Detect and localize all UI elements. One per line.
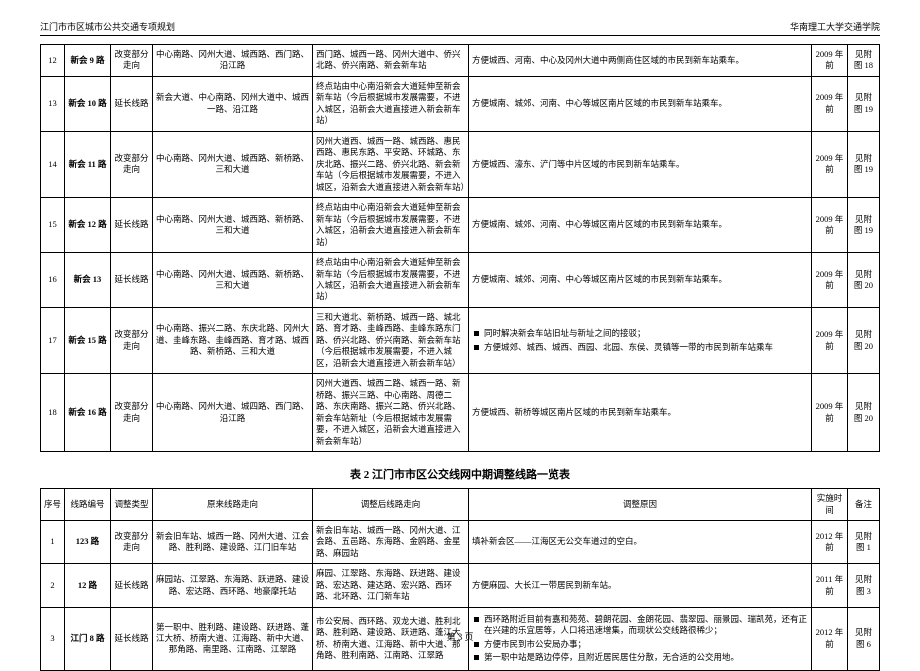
table-row: 15新会 12 路延长线路中心南路、冈州大道、城西路、新桥路、三和大道终点站由中… (41, 198, 880, 253)
table-2-col-header: 序号 (41, 489, 65, 521)
table-row: 13新会 10 路延长线路新会大道、中心南路、冈州大道中、城西一路、沿江路终点站… (41, 76, 880, 131)
table-row: 12新会 9 路改变部分走向中心南路、冈州大道、城西路、西门路、沿江路西门路、城… (41, 45, 880, 77)
table-2-title: 表 2 江门市市区公交线网中期调整线路一览表 (40, 466, 880, 482)
table-2-col-header: 线路编号 (65, 489, 111, 521)
table-row: 16新会 13延长线路中心南路、冈州大道、城西路、新桥路、三和大道终点站由中心南… (41, 253, 880, 308)
table-2-col-header: 调整原因 (469, 489, 812, 521)
table-row: 17新会 15 路改变部分走向中心南路、振兴二路、东庆北路、冈州大道、圭峰东路、… (41, 307, 880, 373)
table-row: 18新会 16 路改变部分走向中心南路、冈州大道、城四路、西门路、沿江路冈州大道… (41, 374, 880, 452)
table-1: 12新会 9 路改变部分走向中心南路、冈州大道、城西路、西门路、沿江路西门路、城… (40, 44, 880, 452)
table-row: 1123 路改变部分走向新会旧车站、城西一路、冈州大道、江会路、胜利路、建设路、… (41, 521, 880, 564)
table-row: 14新会 11 路改变部分走向中心南路、冈州大道、城西路、新桥路、三和大道冈州大… (41, 131, 880, 197)
table-2-col-header: 原来线路走向 (153, 489, 313, 521)
header-right: 华南理工大学交通学院 (790, 20, 880, 33)
page-header: 江门市市区城市公共交通专项规划 华南理工大学交通学院 (40, 20, 880, 36)
table-row: 212 路延长线路麻园站、江翠路、东海路、跃进路、建设路、宏达路、西环路、地豪摩… (41, 564, 880, 607)
table-2-col-header: 实施时间 (812, 489, 848, 521)
page-number: 第 3 页 (0, 630, 920, 643)
table-2-col-header: 调整类型 (111, 489, 153, 521)
table-2-header-row: 序号线路编号调整类型原来线路走向调整后线路走向调整原因实施时间备注 (41, 489, 880, 521)
table-2: 序号线路编号调整类型原来线路走向调整后线路走向调整原因实施时间备注 1123 路… (40, 488, 880, 671)
table-2-col-header: 调整后线路走向 (313, 489, 469, 521)
header-left: 江门市市区城市公共交通专项规划 (40, 20, 175, 33)
table-2-col-header: 备注 (848, 489, 880, 521)
